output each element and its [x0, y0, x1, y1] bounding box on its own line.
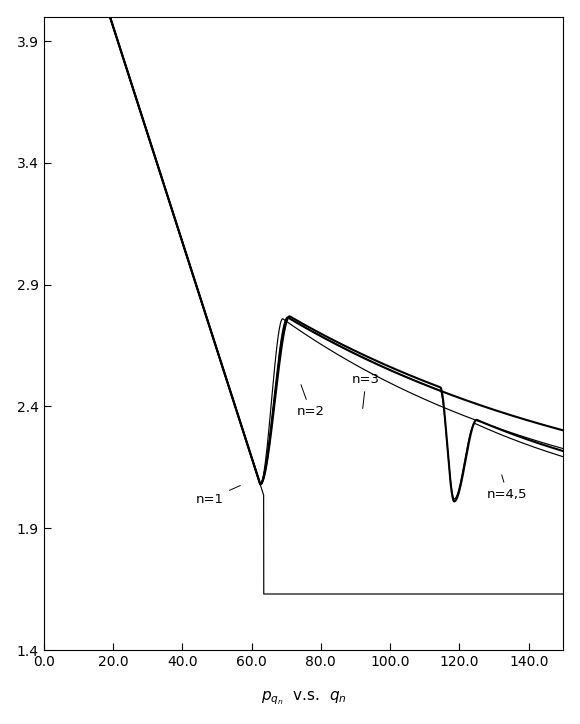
- Text: n=1: n=1: [196, 486, 240, 505]
- Text: n=3: n=3: [352, 373, 380, 408]
- Text: n=2: n=2: [296, 384, 325, 418]
- Text: n=4,5: n=4,5: [487, 475, 528, 500]
- X-axis label: $p_{q_n}$  v.s.  $q_n$: $p_{q_n}$ v.s. $q_n$: [260, 690, 346, 707]
